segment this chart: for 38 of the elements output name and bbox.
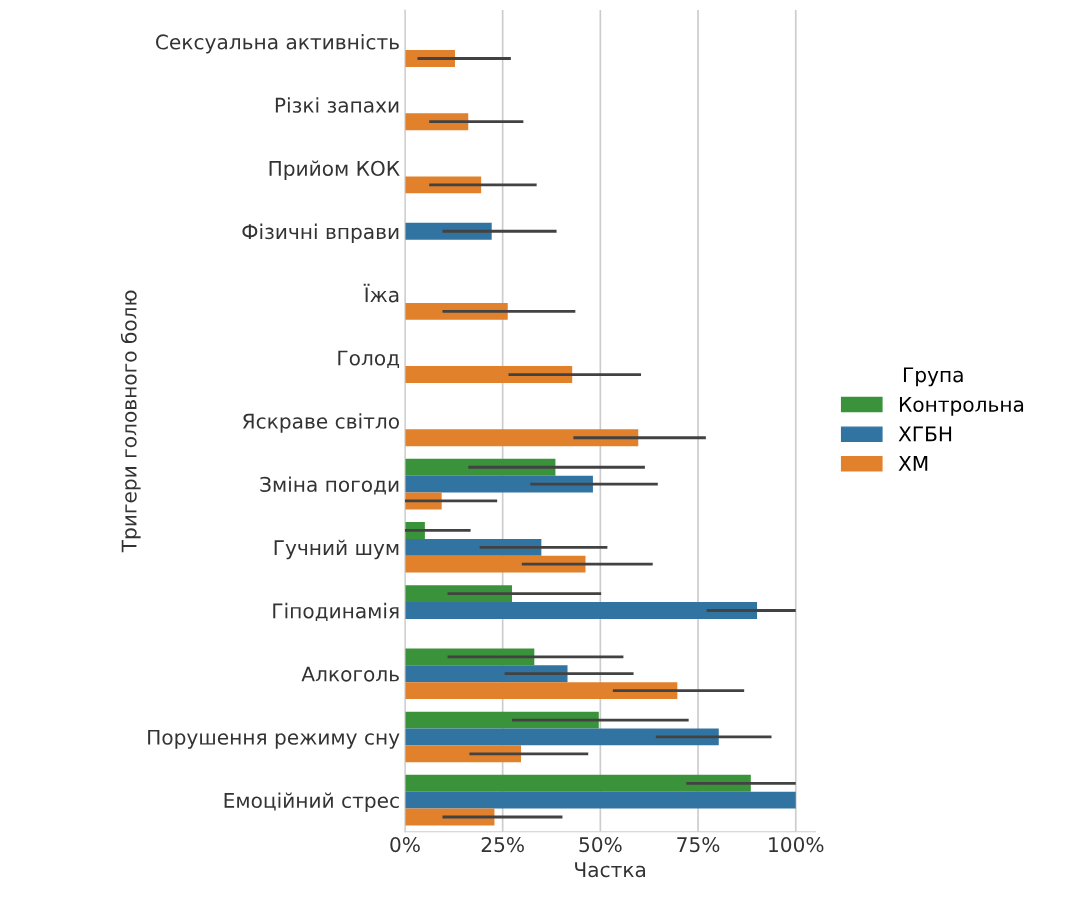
legend-label: Контрольна [899,396,1024,416]
y-tick-label: Яскраве світло [242,413,399,433]
bar [404,728,719,746]
bar [404,538,542,556]
x-tick-label: 50% [579,836,622,853]
y-tick-label: Гучний шум [274,539,399,560]
legend-label: ХГБН [898,426,952,442]
bar [404,665,568,683]
bar [404,791,796,809]
x-tick-label: 100% [769,836,824,853]
legend-title: Група [903,367,963,387]
bar [404,176,482,194]
y-tick-label: Порушення режиму сну [148,729,400,749]
bar [404,429,639,447]
y-axis-title: Тригери головного болю [120,290,141,553]
x-tick-label: 0% [390,836,420,853]
x-tick-label: 75% [677,836,720,853]
y-tick-label: Сексуальна активність [155,33,399,54]
bar [404,745,522,763]
x-axis-title: Частка [575,862,646,878]
y-tick-label: Емоційний стрес [224,792,399,812]
bar [404,475,593,493]
bar [404,555,586,573]
y-tick-label: Прийом КОК [269,160,400,180]
bar [404,682,678,700]
bar [404,602,758,619]
bar [404,366,573,383]
legend-label: ХМ [898,456,928,471]
y-tick-label: Гіподинамія [273,602,399,621]
y-tick-label: Алкоголь [301,666,399,682]
y-tick-label: Фізичні вправи [242,223,399,244]
bar [404,711,599,729]
y-tick-label: Голод [338,350,400,369]
bar [404,774,751,792]
y-tick-label: Різкі запахи [275,97,399,113]
x-tick-label: 25% [481,836,524,853]
y-tick-label: Зміна погоди [260,476,399,495]
y-tick-label: Їжа [363,283,399,303]
